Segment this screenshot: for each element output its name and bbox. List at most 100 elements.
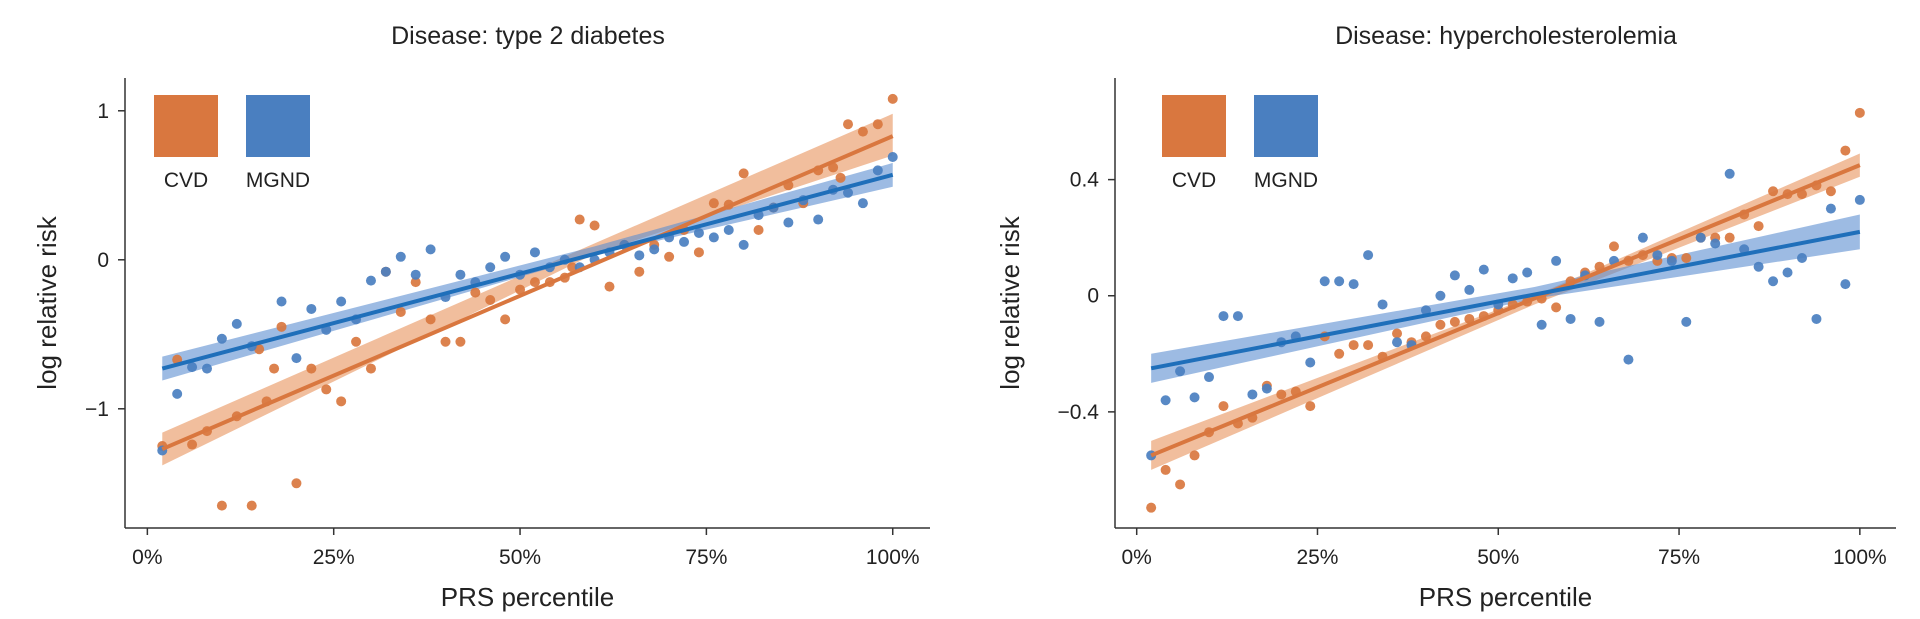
- mgnd-point: [887, 151, 898, 162]
- cvd-point: [1464, 313, 1475, 324]
- mgnd-point: [276, 296, 287, 307]
- cvd-point: [1768, 186, 1779, 197]
- cvd-point: [291, 478, 302, 489]
- mgnd-point: [1261, 383, 1272, 394]
- x-axis-label: PRS percentile: [1419, 582, 1592, 612]
- mgnd-point: [1377, 299, 1388, 310]
- mgnd-point: [455, 269, 466, 280]
- cvd-point: [485, 295, 496, 306]
- mgnd-point: [1724, 168, 1735, 179]
- mgnd-point: [1811, 313, 1822, 324]
- y-tick-label: 0: [97, 249, 109, 272]
- mgnd-point: [1348, 279, 1359, 290]
- cvd-point: [500, 314, 511, 325]
- cvd-point: [1218, 401, 1229, 412]
- x-tick-label: 100%: [1833, 546, 1887, 569]
- cvd-point: [321, 384, 332, 395]
- x-tick-label: 0%: [132, 546, 162, 569]
- mgnd-point: [634, 250, 645, 261]
- mgnd-point: [306, 303, 317, 314]
- cvd-point: [753, 224, 764, 235]
- mgnd-fit-line: [1150, 229, 1861, 371]
- legend-label-mgnd: MGND: [1254, 169, 1318, 192]
- mgnd-point: [1175, 366, 1186, 377]
- legend-swatch-mgnd: [246, 95, 310, 157]
- cvd-point: [306, 363, 317, 374]
- cvd-point: [1276, 389, 1287, 400]
- mgnd-point: [1334, 276, 1345, 287]
- mgnd-point: [857, 198, 868, 209]
- y-tick-label: 0.4: [1070, 169, 1100, 192]
- cvd-point: [872, 119, 883, 130]
- cvd-point: [567, 262, 578, 273]
- mgnd-point: [1681, 316, 1692, 327]
- cvd-point: [843, 119, 854, 130]
- mgnd-point: [1840, 279, 1851, 290]
- mgnd-point: [485, 262, 496, 273]
- cvd-point: [1681, 253, 1692, 263]
- mgnd-point: [529, 247, 540, 258]
- x-tick-label: 25%: [313, 546, 355, 569]
- mgnd-point: [708, 232, 719, 243]
- cvd-point: [1363, 340, 1374, 351]
- cvd-point: [1189, 450, 1200, 461]
- y-axis-label: log relative risk: [32, 215, 62, 389]
- mgnd-point: [1695, 232, 1706, 243]
- cvd-point: [216, 500, 227, 511]
- cvd-point: [365, 363, 376, 374]
- mgnd-point: [231, 318, 242, 329]
- mgnd-point: [1464, 284, 1475, 295]
- cvd-point: [1753, 221, 1764, 232]
- cvd-point: [1840, 145, 1851, 156]
- mgnd-point: [783, 217, 794, 228]
- cvd-point: [515, 284, 526, 295]
- cvd-fit-line: [1150, 163, 1861, 458]
- cvd-point: [708, 198, 719, 209]
- cvd-point: [269, 363, 280, 374]
- cvd-point: [440, 336, 451, 347]
- mgnd-point: [425, 244, 436, 255]
- cvd-point: [410, 277, 421, 288]
- cvd-point: [187, 439, 198, 450]
- cvd-point: [1825, 186, 1836, 197]
- mgnd-point: [1565, 313, 1576, 324]
- cvd-point: [276, 321, 287, 332]
- mgnd-point: [1637, 232, 1648, 243]
- chart-type-2-diabetes: Disease: type 2 diabetes 0% 25% 50% 75% 100% −…: [32, 22, 930, 612]
- cvd-point: [1724, 232, 1735, 243]
- mgnd-point: [1189, 392, 1200, 403]
- mgnd-point: [201, 363, 212, 374]
- y-tick-label: 1: [97, 100, 109, 123]
- legend-label-mgnd: MGND: [246, 169, 310, 192]
- mgnd-point: [1825, 203, 1836, 214]
- mgnd-point: [1160, 395, 1171, 406]
- mgnd-point: [1420, 305, 1431, 316]
- mgnd-point: [187, 362, 198, 373]
- mgnd-point: [365, 275, 376, 286]
- mgnd-point: [872, 165, 883, 176]
- legend-label-cvd: CVD: [164, 169, 208, 192]
- mgnd-point: [336, 296, 347, 307]
- mgnd-point: [723, 224, 734, 235]
- cvd-point: [1334, 348, 1345, 359]
- cvd-point: [425, 314, 436, 325]
- cvd-point: [1160, 464, 1171, 475]
- mgnd-point: [1768, 276, 1779, 287]
- mgnd-point: [1478, 264, 1489, 275]
- mgnd-point: [1247, 389, 1258, 400]
- cvd-point: [1551, 302, 1562, 313]
- chart-title: Disease: hypercholesterolemia: [1335, 22, 1677, 50]
- cvd-point: [1420, 331, 1431, 342]
- y-tick-label: −1: [85, 398, 109, 421]
- cvd-point: [857, 126, 868, 137]
- cvd-point: [1146, 502, 1157, 513]
- mgnd-point: [679, 236, 690, 247]
- cvd-point: [1348, 340, 1359, 351]
- cvd-point: [336, 396, 347, 407]
- mgnd-point: [395, 251, 406, 262]
- mgnd-point: [1305, 357, 1316, 368]
- x-tick-label: 100%: [866, 546, 920, 569]
- cvd-point: [529, 277, 540, 288]
- mgnd-point: [1854, 194, 1865, 205]
- cvd-point: [693, 247, 704, 258]
